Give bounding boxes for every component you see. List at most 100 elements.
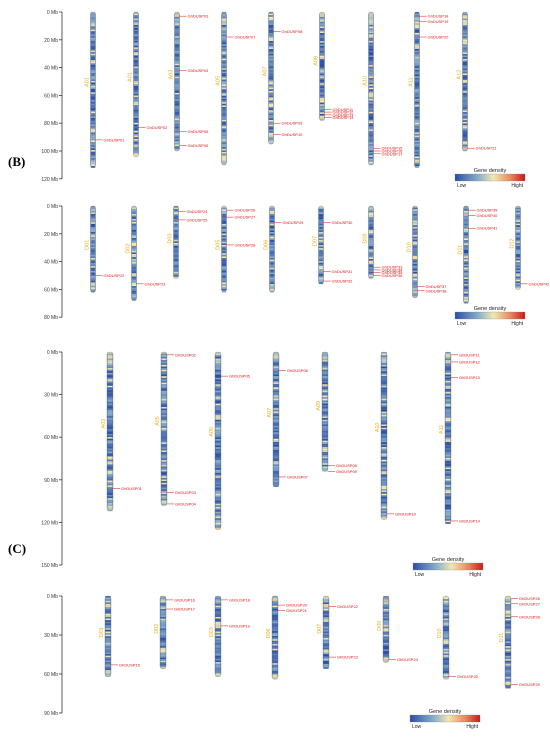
density-band [131, 252, 137, 255]
density-band [414, 42, 420, 45]
density-band [221, 246, 227, 249]
density-band [133, 135, 139, 138]
density-band [90, 140, 96, 143]
density-band [381, 450, 387, 452]
density-band [368, 244, 374, 247]
gene-label: GhDUSP29 [283, 220, 305, 225]
density-band [268, 94, 274, 96]
density-band [90, 125, 96, 128]
density-band [445, 477, 451, 479]
density-band [107, 416, 113, 418]
density-band [381, 400, 387, 403]
density-band [318, 206, 324, 208]
density-band [215, 421, 221, 424]
density-band [215, 641, 221, 643]
density-band [368, 34, 374, 37]
density-band [505, 657, 511, 660]
density-band [323, 631, 329, 634]
density-band [90, 150, 96, 152]
density-band [445, 425, 451, 428]
density-band [268, 44, 274, 46]
density-band [443, 655, 449, 657]
density-band [323, 638, 329, 640]
density-band [215, 392, 221, 395]
density-band [174, 65, 180, 68]
density-band [273, 371, 279, 373]
density-band [414, 55, 420, 58]
density-band [269, 264, 275, 267]
density-band [268, 132, 274, 135]
density-band [273, 390, 279, 393]
density-band [90, 251, 96, 254]
density-band [215, 516, 221, 519]
density-band [381, 437, 387, 440]
density-band [323, 647, 329, 650]
density-band [221, 135, 227, 138]
density-band [445, 416, 451, 418]
density-band [173, 222, 179, 224]
density-band [105, 596, 111, 598]
density-band [368, 108, 374, 111]
density-band [445, 517, 451, 520]
density-band [107, 358, 113, 361]
density-band [133, 111, 139, 114]
density-band [462, 21, 468, 24]
density-band [462, 149, 468, 152]
density-band [381, 492, 387, 494]
density-band [90, 56, 96, 59]
density-band [445, 384, 451, 386]
density-band [269, 284, 275, 286]
density-band [221, 207, 227, 210]
density-band [414, 132, 420, 135]
density-band [323, 642, 329, 645]
density-band [221, 118, 227, 120]
density-band [515, 230, 521, 232]
density-band [161, 455, 167, 458]
density-band [90, 87, 96, 90]
density-band [462, 133, 468, 135]
density-band [462, 81, 468, 84]
density-band [160, 651, 166, 653]
density-band [462, 126, 468, 129]
density-band [319, 105, 325, 108]
density-band [414, 58, 420, 61]
density-band [269, 259, 275, 262]
density-band [273, 445, 279, 447]
density-band [412, 251, 418, 253]
density-band [107, 385, 113, 388]
density-band [90, 44, 96, 46]
density-band [131, 238, 137, 240]
density-band [412, 239, 418, 242]
density-band [131, 278, 137, 280]
density-band [90, 132, 96, 135]
gene-label: GhDUSP01 [121, 486, 143, 491]
density-band [368, 40, 374, 43]
density-band [174, 125, 180, 127]
density-band [462, 20, 468, 22]
density-band [131, 292, 137, 295]
density-band [221, 82, 227, 85]
density-band [174, 142, 180, 145]
density-band [221, 266, 227, 268]
density-band [463, 233, 469, 236]
density-band [319, 81, 325, 84]
density-band [443, 676, 449, 678]
density-band [160, 641, 166, 644]
density-band [368, 124, 374, 127]
density-band [462, 108, 468, 111]
density-band [90, 287, 96, 290]
density-band [221, 274, 227, 277]
density-band [107, 425, 113, 428]
density-band [161, 444, 167, 446]
density-band [269, 246, 275, 249]
density-band [381, 416, 387, 419]
density-band [368, 156, 374, 159]
gene-label: GhDUSP02 [147, 125, 169, 130]
density-band [273, 429, 279, 431]
density-band [133, 106, 139, 109]
density-band [414, 16, 420, 19]
density-band [107, 382, 113, 385]
density-band [215, 505, 221, 508]
